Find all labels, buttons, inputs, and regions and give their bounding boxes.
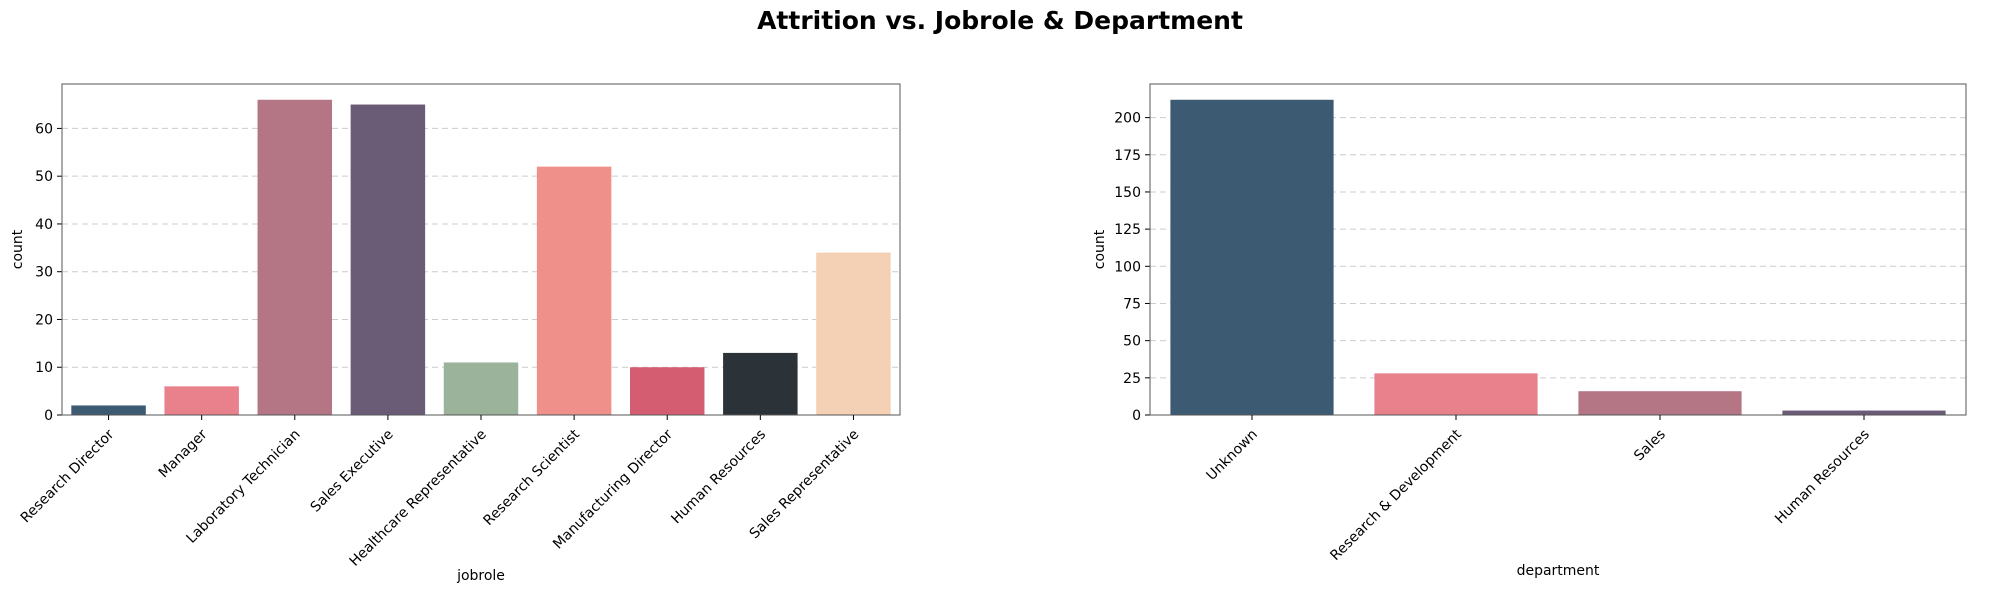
department-axes-frame (1149, 83, 1967, 416)
department-bar[interactable] (1170, 99, 1334, 415)
jobrole-bar[interactable] (443, 362, 519, 415)
jobrole-xtick-label: Research Director (18, 426, 118, 526)
department-xtick-label: Human Resources (1772, 427, 1873, 528)
jobrole-xtick-label: Research Scientist (481, 426, 584, 529)
jobrole-ytick-label: 30 (35, 265, 53, 281)
department-ylabel: count (1092, 229, 1108, 269)
jobrole-bar[interactable] (71, 405, 146, 415)
department-xlabel: department (1517, 563, 1600, 579)
department-ytick-label: 50 (1123, 334, 1141, 350)
department-ytick-label: 150 (1114, 185, 1141, 201)
jobrole-bar[interactable] (350, 104, 426, 415)
department-bar[interactable] (1374, 373, 1538, 415)
jobrole-bar[interactable] (816, 252, 891, 415)
jobrole-bar[interactable] (629, 367, 705, 415)
jobrole-ytick-label: 40 (35, 217, 53, 233)
jobrole-bar[interactable] (164, 386, 239, 415)
jobrole-ytick-label: 50 (35, 169, 53, 185)
jobrole-ylabel: count (10, 229, 26, 269)
department-ytick-label: 25 (1123, 371, 1141, 387)
jobrole-bar[interactable] (723, 352, 798, 415)
department-ytick-label: 0 (1132, 408, 1141, 424)
jobrole-ytick-label: 20 (35, 312, 53, 328)
figure-title: Attrition vs. Jobrole & Department (757, 6, 1243, 35)
department-bar[interactable] (1578, 391, 1742, 415)
department-xtick-label: Unknown (1204, 427, 1261, 484)
jobrole-bar[interactable] (257, 99, 333, 415)
jobrole-xlabel: jobrole (456, 568, 505, 584)
department-ytick-label: 175 (1114, 148, 1141, 164)
jobrole-xtick-label: Sales Representative (747, 427, 863, 543)
jobrole-xtick-label: Sales Executive (308, 427, 397, 516)
jobrole-xtick-label: Human Resources (668, 427, 769, 528)
department-ytick-label: 125 (1114, 222, 1141, 238)
jobrole-ytick-label: 10 (35, 360, 53, 376)
department-xtick-label: Research & Development (1327, 426, 1465, 564)
department-xtick-label: Sales (1631, 427, 1669, 465)
department-ytick-label: 75 (1123, 296, 1141, 312)
jobrole-ytick-label: 0 (44, 408, 53, 424)
department-bar[interactable] (1782, 410, 1946, 415)
jobrole-xtick-label: Manager (156, 426, 211, 481)
department-ytick-label: 200 (1114, 111, 1141, 127)
jobrole-ytick-label: 60 (35, 121, 53, 137)
department-ytick-label: 100 (1114, 259, 1141, 275)
jobrole-bar[interactable] (536, 166, 612, 415)
